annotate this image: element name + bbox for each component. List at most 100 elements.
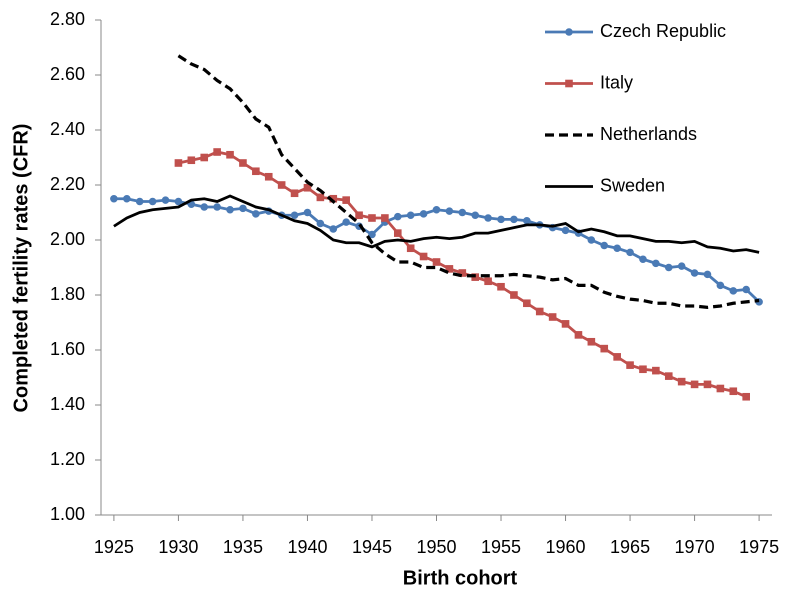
point bbox=[239, 204, 247, 213]
y-tick-label: 1.60 bbox=[50, 339, 85, 359]
y-tick-label: 2.20 bbox=[50, 174, 85, 194]
x-axis-label: Birth cohort bbox=[403, 567, 518, 589]
point bbox=[729, 287, 738, 295]
x-tick-label: 1935 bbox=[223, 537, 263, 557]
point bbox=[729, 387, 738, 396]
point bbox=[445, 265, 454, 273]
legend-label: Netherlands bbox=[600, 124, 697, 144]
point bbox=[432, 258, 441, 266]
point bbox=[419, 252, 428, 261]
y-tick-label: 1.20 bbox=[50, 449, 85, 469]
point bbox=[471, 211, 480, 220]
point bbox=[110, 194, 118, 203]
series-line bbox=[177, 54, 760, 309]
point bbox=[342, 218, 350, 226]
point bbox=[226, 205, 234, 214]
x-tick-label: 1955 bbox=[481, 537, 521, 557]
point bbox=[561, 320, 570, 328]
point bbox=[626, 361, 634, 369]
point bbox=[690, 380, 699, 389]
point bbox=[613, 353, 621, 361]
point bbox=[523, 216, 531, 225]
point bbox=[548, 313, 557, 321]
point bbox=[677, 262, 686, 270]
y-tick-label: 2.60 bbox=[50, 64, 85, 84]
point bbox=[690, 269, 699, 277]
point bbox=[652, 259, 660, 268]
point bbox=[290, 189, 299, 198]
point bbox=[639, 365, 647, 374]
x-tick-label: 1975 bbox=[739, 537, 779, 557]
point bbox=[458, 208, 467, 217]
point bbox=[432, 205, 441, 214]
point bbox=[174, 159, 183, 167]
legend-marker bbox=[565, 28, 573, 36]
point bbox=[252, 210, 260, 218]
x-tick-label: 1930 bbox=[158, 537, 198, 557]
point bbox=[445, 207, 454, 215]
y-axis-label: Completed fertility rates (CFR) bbox=[10, 124, 32, 413]
point bbox=[587, 337, 596, 346]
point bbox=[406, 244, 415, 253]
point bbox=[523, 299, 531, 308]
point bbox=[484, 214, 492, 222]
point bbox=[187, 156, 196, 165]
x-tick-label: 1960 bbox=[546, 537, 586, 557]
x-tick-label: 1965 bbox=[610, 537, 650, 557]
point bbox=[664, 263, 673, 272]
point bbox=[213, 148, 221, 156]
series-line bbox=[113, 194, 760, 254]
point bbox=[368, 230, 376, 239]
point bbox=[742, 285, 750, 294]
point bbox=[742, 392, 750, 401]
y-tick-label: 2.00 bbox=[50, 229, 85, 249]
point bbox=[290, 211, 299, 220]
point bbox=[716, 384, 725, 393]
point bbox=[355, 211, 363, 220]
point bbox=[535, 307, 544, 316]
point bbox=[200, 203, 209, 211]
point bbox=[303, 183, 312, 192]
y-tick-label: 2.40 bbox=[50, 119, 85, 139]
point bbox=[406, 211, 415, 220]
x-tick-label: 1970 bbox=[675, 537, 715, 557]
point bbox=[419, 210, 428, 218]
point bbox=[329, 225, 338, 233]
point bbox=[277, 181, 286, 189]
legend-label: Czech Republic bbox=[600, 21, 726, 41]
point bbox=[716, 281, 725, 290]
point bbox=[226, 150, 234, 159]
point bbox=[484, 277, 492, 286]
legend-label: Sweden bbox=[600, 175, 665, 195]
x-tick-label: 1950 bbox=[416, 537, 456, 557]
point bbox=[458, 269, 467, 277]
x-tick-label: 1925 bbox=[94, 537, 134, 557]
legend-label: Italy bbox=[600, 72, 633, 92]
point bbox=[135, 197, 144, 206]
point bbox=[677, 377, 686, 386]
y-tick-label: 1.80 bbox=[50, 284, 85, 304]
point bbox=[574, 331, 583, 339]
point bbox=[703, 380, 712, 389]
point bbox=[381, 214, 389, 222]
point bbox=[303, 208, 312, 217]
x-tick-label: 1940 bbox=[287, 537, 327, 557]
point bbox=[510, 291, 518, 299]
point bbox=[626, 248, 634, 257]
point bbox=[393, 212, 402, 221]
point bbox=[613, 244, 621, 253]
point bbox=[561, 226, 570, 235]
point bbox=[600, 344, 609, 353]
point bbox=[316, 219, 325, 228]
series-line bbox=[113, 197, 761, 303]
point bbox=[174, 197, 183, 206]
point bbox=[148, 197, 157, 206]
point bbox=[252, 167, 260, 176]
point bbox=[342, 196, 350, 204]
legend-marker bbox=[565, 79, 573, 88]
y-tick-label: 2.80 bbox=[50, 9, 85, 29]
point bbox=[329, 194, 338, 203]
point bbox=[497, 215, 505, 224]
point bbox=[587, 236, 596, 244]
